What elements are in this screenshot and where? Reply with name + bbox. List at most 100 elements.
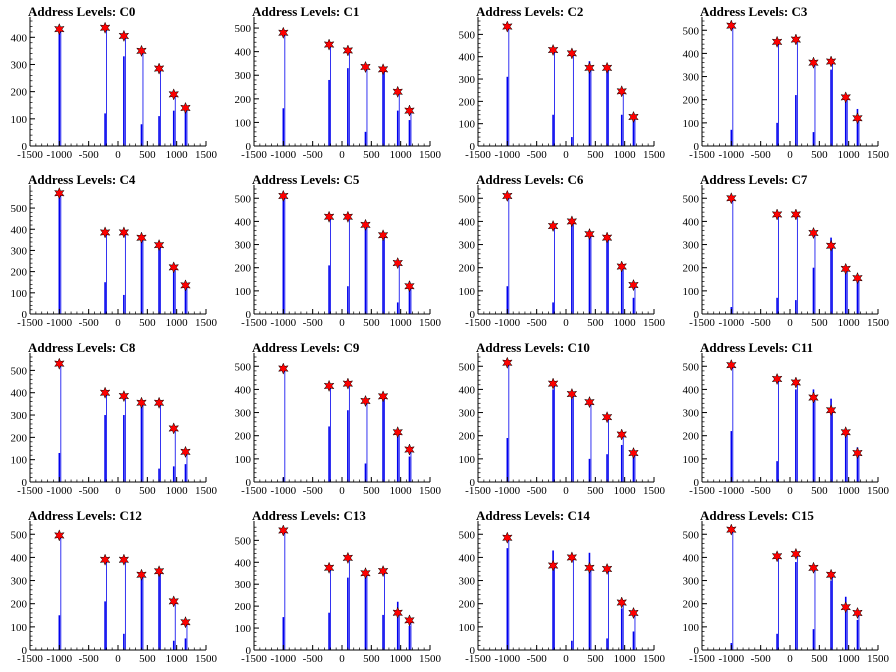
star-marker-icon — [547, 559, 559, 572]
y-tick-label: 0 — [470, 141, 476, 153]
x-tick-label: -1500 — [689, 149, 715, 161]
star-marker-icon — [360, 218, 371, 232]
star-marker-icon — [547, 377, 559, 390]
x-tick-label: -1500 — [465, 485, 491, 497]
x-tick-label: -500 — [751, 485, 772, 497]
x-tick-label: -500 — [303, 485, 324, 497]
y-tick-label: 500 — [683, 193, 700, 205]
y-tick-label: 300 — [459, 74, 476, 86]
star-marker-icon — [502, 189, 513, 203]
y-tick-label: 100 — [235, 117, 252, 129]
x-tick-label: 0 — [563, 317, 569, 329]
star-marker-icon — [99, 226, 111, 239]
chart-plot: 0 100 200 300 400 500 -1500 -1000 -500 0 500 1000 15… — [11, 353, 218, 497]
y-tick-label: 100 — [683, 118, 700, 130]
y-tick-label: 300 — [459, 576, 476, 588]
star-marker-icon — [628, 110, 639, 124]
star-marker-icon — [726, 523, 737, 536]
x-tick-label: -1000 — [718, 653, 744, 665]
star-marker-icon — [616, 596, 628, 609]
y-tick-label: 100 — [459, 119, 476, 131]
x-tick-label: -500 — [527, 653, 548, 665]
star-marker-icon — [153, 62, 165, 75]
star-marker-icon — [404, 614, 415, 627]
star-marker-icon — [790, 376, 802, 389]
star-marker-icon — [360, 394, 371, 408]
x-tick-label: -500 — [303, 317, 324, 329]
chart-title: Address Levels: C14 — [476, 508, 590, 523]
chart-panel: Address Levels: C15 0 100 200 300 400 500 -1500… — [672, 504, 896, 672]
y-tick-label: 0 — [470, 309, 476, 321]
star-marker-icon — [616, 428, 628, 441]
x-tick-label: -500 — [79, 485, 100, 497]
star-marker-icon — [628, 278, 639, 292]
y-tick-label: 100 — [11, 288, 28, 300]
star-marker-icon — [601, 231, 613, 244]
x-tick-label: 1000 — [166, 317, 189, 329]
star-marker-icon — [278, 189, 289, 203]
y-tick-label: 300 — [11, 410, 28, 422]
y-tick-label: 200 — [683, 599, 700, 611]
x-tick-label: 0 — [787, 653, 793, 665]
star-marker-icon — [392, 256, 404, 270]
chart-plot: 0 100 200 300 400 500 -1500 -1000 -500 0 500 1000 15… — [11, 521, 218, 665]
star-marker-icon — [136, 568, 147, 581]
y-tick-label: 400 — [11, 32, 28, 44]
x-tick-label: 1500 — [419, 653, 442, 665]
chart-panel: Address Levels: C11 0 100 200 300 400 500 -1500… — [672, 336, 896, 504]
x-tick-label: -1000 — [494, 653, 520, 665]
x-tick-label: 1500 — [195, 485, 218, 497]
x-tick-label: 1000 — [838, 317, 861, 329]
x-tick-label: -1500 — [241, 317, 267, 329]
star-marker-icon — [377, 229, 389, 242]
x-tick-label: 1000 — [838, 485, 861, 497]
star-marker-icon — [726, 192, 737, 205]
y-tick-label: 300 — [11, 245, 28, 257]
star-marker-icon — [278, 524, 289, 537]
y-tick-label: 300 — [11, 59, 28, 71]
x-tick-label: -1000 — [718, 149, 744, 161]
x-tick-label: 0 — [339, 485, 345, 497]
chart-panel: Address Levels: C2 0 100 200 300 400 500 -1500-… — [448, 0, 672, 168]
y-tick-label: 400 — [235, 216, 252, 228]
chart-plot: 0 100 200 300 400 500 -1500 -1000 -500 0 500 1000 15… — [683, 185, 890, 329]
chart-plot: 0 100 200 300 400 500 -1500 -1000 -500 0 500 1000 15… — [11, 185, 218, 329]
x-tick-label: 500 — [139, 485, 156, 497]
star-marker-icon — [180, 616, 191, 629]
chart-panel: Address Levels: C7 0 100 200 300 400 500 -1500-… — [672, 168, 896, 336]
chart-title: Address Levels: C7 — [700, 172, 808, 187]
x-tick-label: 0 — [339, 317, 345, 329]
x-tick-label: 500 — [363, 653, 380, 665]
x-tick-label: -1000 — [46, 485, 72, 497]
y-tick-label: 300 — [235, 579, 252, 591]
x-tick-label: 1500 — [195, 317, 218, 329]
x-tick-label: 500 — [811, 317, 828, 329]
y-tick-label: 300 — [683, 240, 700, 252]
x-tick-label: -1000 — [270, 653, 296, 665]
star-marker-icon — [323, 210, 335, 223]
star-marker-icon — [404, 280, 415, 293]
star-marker-icon — [825, 55, 837, 68]
x-tick-label: 0 — [563, 149, 569, 161]
x-tick-label: 500 — [587, 149, 604, 161]
y-tick-label: 100 — [683, 286, 700, 298]
star-marker-icon — [136, 44, 147, 58]
star-marker-icon — [628, 446, 639, 460]
y-tick-label: 400 — [459, 552, 476, 564]
x-tick-label: 1000 — [838, 653, 861, 665]
star-marker-icon — [153, 238, 165, 252]
x-tick-label: 1000 — [390, 149, 413, 161]
x-tick-label: 0 — [115, 317, 121, 329]
x-tick-label: -1000 — [270, 317, 296, 329]
y-tick-label: 400 — [235, 384, 252, 396]
x-tick-label: 1500 — [867, 485, 890, 497]
y-tick-label: 100 — [235, 623, 252, 635]
x-tick-label: 1000 — [390, 485, 413, 497]
star-marker-icon — [99, 21, 111, 34]
star-marker-icon — [392, 426, 404, 439]
x-tick-label: 500 — [139, 653, 156, 665]
star-marker-icon — [825, 568, 837, 581]
y-tick-label: 0 — [246, 477, 252, 489]
x-tick-label: -1000 — [494, 317, 520, 329]
